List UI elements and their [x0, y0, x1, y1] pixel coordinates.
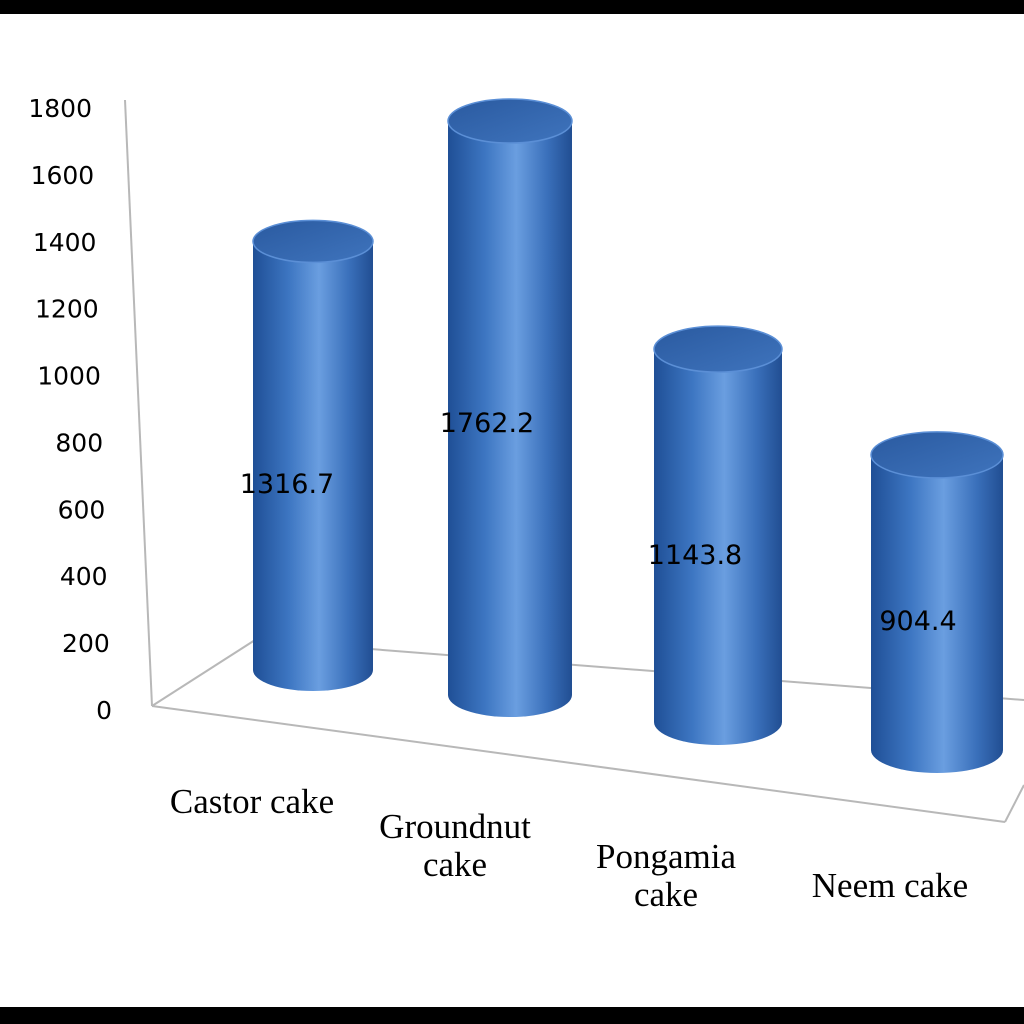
category-label: Pongamia cake	[596, 837, 736, 914]
category-label: Groundnut cake	[379, 807, 531, 884]
data-label: 1316.7	[240, 469, 334, 500]
bar	[653, 325, 783, 745]
bar-top	[653, 325, 783, 373]
bar-top	[870, 431, 1004, 479]
y-tick-label: 600	[58, 495, 106, 524]
data-label: 1762.2	[440, 408, 534, 439]
data-label: 904.4	[879, 606, 956, 637]
y-tick-label: 1600	[31, 161, 95, 190]
data-labels: 1316.7 1762.2 1143.8 904.4	[240, 408, 957, 637]
y-tick-label: 800	[55, 428, 103, 457]
floor-left-edge	[151, 639, 256, 707]
y-tick-label: 200	[62, 629, 110, 658]
y-tick-label: 400	[60, 562, 108, 591]
y-tick-label: 1200	[35, 295, 99, 324]
bars	[252, 98, 1004, 773]
bar-top	[447, 98, 573, 144]
bar-body	[654, 349, 782, 745]
category-label: Neem cake	[812, 866, 968, 905]
bar-top	[252, 219, 374, 264]
bar	[252, 219, 374, 691]
y-axis-back-line	[124, 99, 153, 707]
floor-right-edge	[1004, 784, 1024, 823]
frame-bottom-line	[0, 1007, 1024, 1024]
y-tick-label: 1000	[37, 362, 101, 391]
bar	[870, 431, 1004, 773]
bar	[447, 98, 573, 718]
y-tick-label: 1800	[28, 94, 92, 123]
bar-body	[253, 241, 373, 691]
data-label: 1143.8	[648, 540, 742, 571]
y-tick-labels: 0 200 400 600 800 1000 1200 1400 1600 1800	[28, 94, 112, 725]
frame-top-line	[0, 0, 1024, 14]
y-tick-label: 1400	[33, 228, 97, 257]
axes	[124, 99, 1024, 823]
bar-body	[871, 454, 1003, 773]
floor-front-edge	[151, 705, 1006, 823]
y-tick-label: 0	[96, 696, 112, 725]
category-label: Castor cake	[170, 782, 334, 821]
bar-body	[448, 121, 572, 718]
category-labels: Castor cake Groundnut cake Pongamia cake Neem…	[170, 782, 968, 914]
